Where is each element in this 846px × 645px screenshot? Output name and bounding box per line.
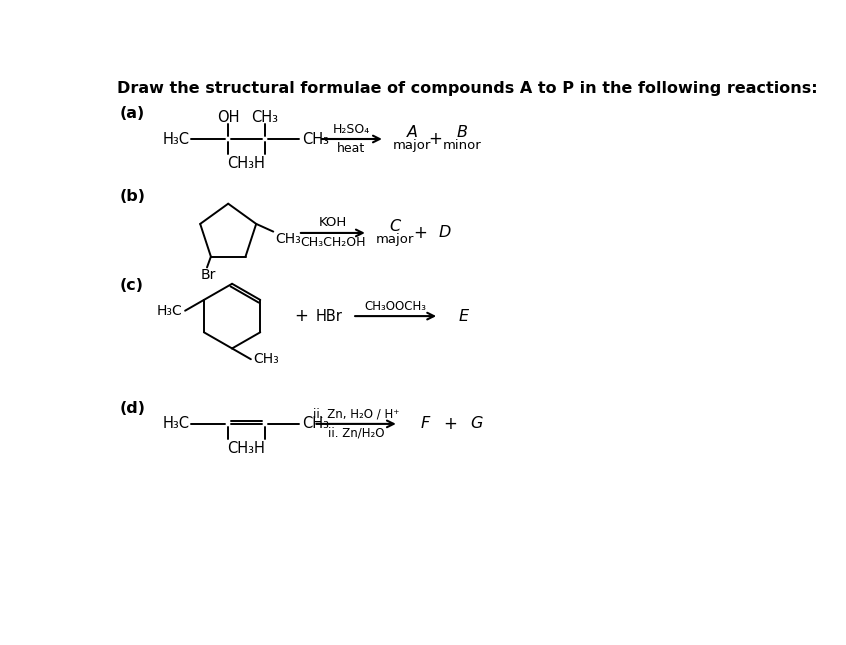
Text: H₃C: H₃C	[162, 132, 190, 146]
Text: C: C	[389, 219, 400, 234]
Text: major: major	[393, 139, 431, 152]
Text: CH₃: CH₃	[276, 232, 301, 246]
Text: H₂SO₄: H₂SO₄	[332, 123, 370, 136]
Text: CH₃: CH₃	[251, 110, 278, 125]
Text: (a): (a)	[119, 106, 145, 121]
Text: major: major	[376, 233, 414, 246]
Text: KOH: KOH	[319, 217, 347, 230]
Text: B: B	[457, 125, 468, 141]
Text: CH₃CH₂OH: CH₃CH₂OH	[300, 237, 365, 250]
Text: E: E	[459, 308, 469, 324]
Text: +: +	[294, 307, 308, 325]
Text: (d): (d)	[119, 401, 146, 416]
Text: H₃C: H₃C	[157, 304, 183, 318]
Text: OH: OH	[217, 110, 239, 125]
Text: +: +	[428, 130, 442, 148]
Text: (c): (c)	[119, 278, 144, 293]
Text: CH₃: CH₃	[303, 417, 330, 432]
Text: A: A	[406, 125, 417, 141]
Text: Draw the structural formulae of compounds A to P in the following reactions:: Draw the structural formulae of compound…	[118, 81, 818, 97]
Text: Br: Br	[201, 268, 217, 282]
Text: heat: heat	[338, 142, 365, 155]
Text: ii. Zn/H₂O: ii. Zn/H₂O	[327, 426, 384, 440]
Text: HBr: HBr	[316, 308, 343, 324]
Text: minor: minor	[442, 139, 481, 152]
Text: +: +	[443, 415, 457, 433]
Text: CH₃: CH₃	[253, 352, 279, 366]
Text: (b): (b)	[119, 189, 146, 204]
Text: H₃C: H₃C	[162, 417, 190, 432]
Text: F: F	[420, 417, 430, 432]
Text: D: D	[439, 226, 452, 241]
Text: CH₃: CH₃	[303, 132, 330, 146]
Text: CH₃H: CH₃H	[228, 441, 266, 456]
Text: ii. Zn, H₂O / H⁺: ii. Zn, H₂O / H⁺	[313, 408, 399, 421]
Text: CH₃H: CH₃H	[228, 156, 266, 171]
Text: G: G	[470, 417, 482, 432]
Text: CH₃OOCH₃: CH₃OOCH₃	[365, 299, 426, 313]
Text: +: +	[414, 224, 427, 242]
